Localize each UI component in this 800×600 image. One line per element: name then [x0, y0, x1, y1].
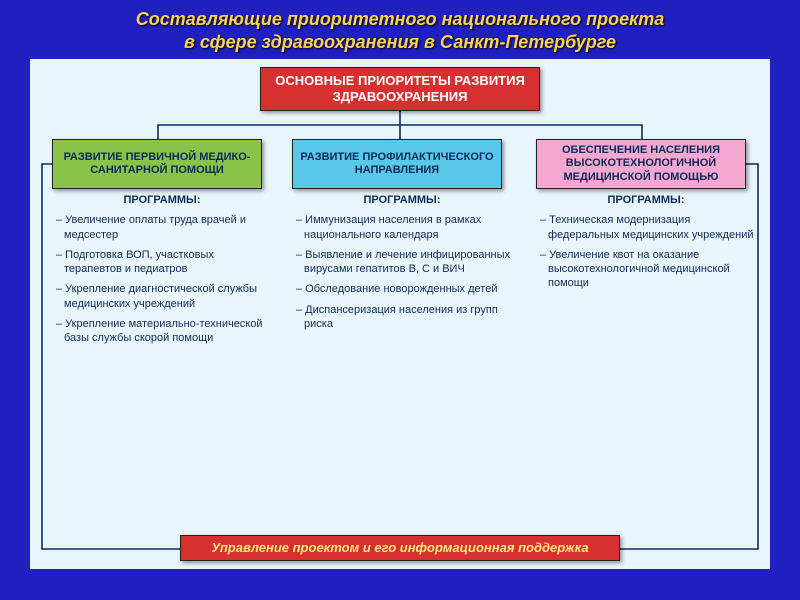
branch-primary-care: РАЗВИТИЕ ПЕРВИЧНОЙ МЕДИКО-САНИТАРНОЙ ПОМ… [52, 139, 262, 189]
program-item: – Техническая модернизация федеральных м… [536, 213, 756, 242]
program-item: – Увеличение оплаты труда врачей и медсе… [52, 213, 272, 242]
title-line-2: в сфере здравоохранения в Санкт-Петербур… [184, 32, 616, 52]
programs-heading-3: ПРОГРАММЫ: [536, 193, 756, 207]
programs-heading-2: ПРОГРАММЫ: [292, 193, 512, 207]
branch-3-label: ОБЕСПЕЧЕНИЕ НАСЕЛЕНИЯ ВЫСОКОТЕХНОЛОГИЧНО… [543, 144, 739, 184]
footer-management-box: Управление проектом и его информационная… [180, 535, 620, 561]
programs-col-2: ПРОГРАММЫ: – Иммунизация населения в рам… [292, 193, 512, 337]
branch-1-label: РАЗВИТИЕ ПЕРВИЧНОЙ МЕДИКО-САНИТАРНОЙ ПОМ… [59, 151, 255, 177]
slide-title: Составляющие приоритетного национального… [30, 8, 770, 53]
slide-root: Составляющие приоритетного национального… [0, 0, 800, 600]
programs-heading-1: ПРОГРАММЫ: [52, 193, 272, 207]
program-item: – Выявление и лечение инфицированных вир… [292, 248, 512, 277]
programs-col-3: ПРОГРАММЫ: – Техническая модернизация фе… [536, 193, 756, 297]
footer-label: Управление проектом и его информационная… [211, 540, 588, 556]
program-item: – Диспансеризация населения из групп рис… [292, 303, 512, 332]
program-item: – Увеличение квот на оказание высокотехн… [536, 248, 756, 291]
main-priorities-label: ОСНОВНЫЕ ПРИОРИТЕТЫ РАЗВИТИЯ ЗДРАВООХРАН… [275, 73, 525, 104]
diagram-panel: ОСНОВНЫЕ ПРИОРИТЕТЫ РАЗВИТИЯ ЗДРАВООХРАН… [30, 59, 770, 569]
programs-col-1: ПРОГРАММЫ: – Увеличение оплаты труда вра… [52, 193, 272, 352]
program-item: – Иммунизация населения в рамках национа… [292, 213, 512, 242]
program-item: – Укрепление материально-технической баз… [52, 317, 272, 346]
program-item: – Обследование новорожденных детей [292, 282, 512, 296]
branch-hightech: ОБЕСПЕЧЕНИЕ НАСЕЛЕНИЯ ВЫСОКОТЕХНОЛОГИЧНО… [536, 139, 746, 189]
branch-prevention: РАЗВИТИЕ ПРОФИЛАКТИЧЕСКОГО НАПРАВЛЕНИЯ [292, 139, 502, 189]
program-item: – Укрепление диагностической службы меди… [52, 282, 272, 311]
branch-2-label: РАЗВИТИЕ ПРОФИЛАКТИЧЕСКОГО НАПРАВЛЕНИЯ [299, 151, 495, 177]
title-line-1: Составляющие приоритетного национального… [136, 9, 665, 29]
main-priorities-box: ОСНОВНЫЕ ПРИОРИТЕТЫ РАЗВИТИЯ ЗДРАВООХРАН… [260, 67, 540, 111]
program-item: – Подготовка ВОП, участковых терапевтов … [52, 248, 272, 277]
